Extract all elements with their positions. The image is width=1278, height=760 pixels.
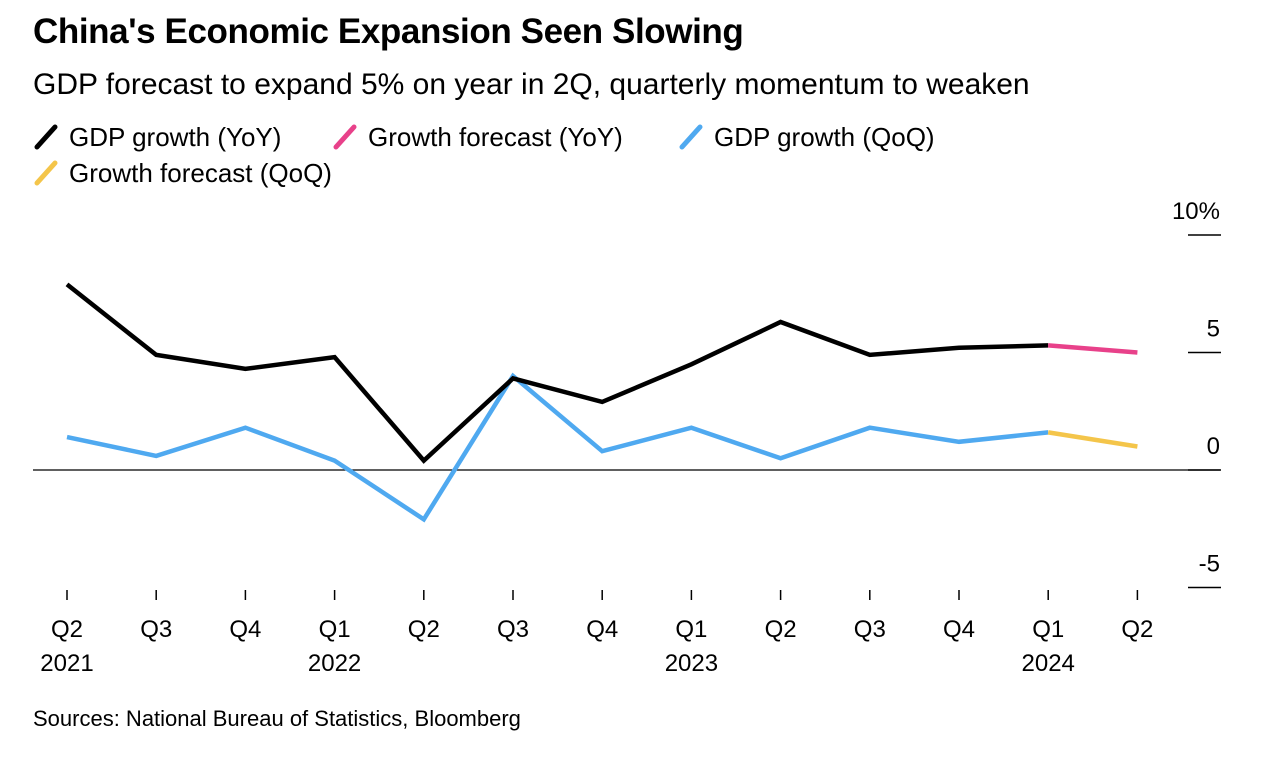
legend-label-forecast-yoy: Growth forecast (YoY) (368, 121, 623, 152)
legend-item-gdp-yoy: GDP growth (YoY) (33, 122, 281, 152)
legend-label-gdp-qoq: GDP growth (QoQ) (714, 121, 935, 152)
legend-swatch-gdp-qoq (678, 122, 704, 152)
x-tick-label-10: Q4 (943, 616, 975, 643)
series-line-gdp-growth-yoy (65, 282, 1049, 464)
x-tick-label-8: Q2 (765, 616, 797, 643)
x-tick-label-12: Q2 (1121, 616, 1153, 643)
legend-item-forecast-qoq: Growth forecast (QoQ) (33, 158, 332, 188)
legend-swatch-gdp-yoy (33, 122, 59, 152)
series-line-growth-forecast-yoy (1048, 343, 1138, 355)
legend-swatch-forecast-qoq (33, 158, 59, 188)
legend-item-forecast-yoy: Growth forecast (YoY) (332, 122, 623, 152)
y-tick-label-1: 5 (1207, 316, 1220, 343)
x-tick-label-4: Q2 (408, 616, 440, 643)
legend-label-gdp-yoy: GDP growth (YoY) (69, 121, 282, 152)
y-tick-label-2: 0 (1207, 433, 1220, 460)
x-year-label-3: 2022 (308, 650, 361, 677)
x-year-label-7: 2023 (665, 650, 718, 677)
x-tick-label-1: Q3 (140, 616, 172, 643)
y-tick-label-0: 10% (1172, 198, 1220, 225)
x-tick-label-6: Q4 (586, 616, 618, 643)
source-note: Sources: National Bureau of Statistics, … (33, 706, 521, 731)
x-tick-label-7: Q1 (675, 616, 707, 643)
chart-title: China's Economic Expansion Seen Slowing (33, 12, 744, 51)
legend-item-gdp-qoq: GDP growth (QoQ) (678, 122, 935, 152)
x-tick-label-2: Q4 (229, 616, 261, 643)
series-line-gdp-growth-qoq (66, 372, 1049, 523)
legend-label-forecast-qoq: Growth forecast (QoQ) (69, 157, 332, 188)
x-year-label-11: 2024 (1022, 650, 1075, 677)
x-tick-label-5: Q3 (497, 616, 529, 643)
x-tick-label-11: Q1 (1032, 616, 1064, 643)
x-tick-label-9: Q3 (854, 616, 886, 643)
x-year-label-0: 2021 (40, 650, 93, 677)
x-tick-label-0: Q2 (51, 616, 83, 643)
series-line-growth-forecast-qoq (1047, 430, 1138, 449)
legend-swatch-forecast-yoy (332, 122, 358, 152)
y-tick-label-3: -5 (1199, 551, 1220, 578)
x-tick-label-3: Q1 (319, 616, 351, 643)
chart-subtitle: GDP forecast to expand 5% on year in 2Q,… (33, 68, 1030, 101)
